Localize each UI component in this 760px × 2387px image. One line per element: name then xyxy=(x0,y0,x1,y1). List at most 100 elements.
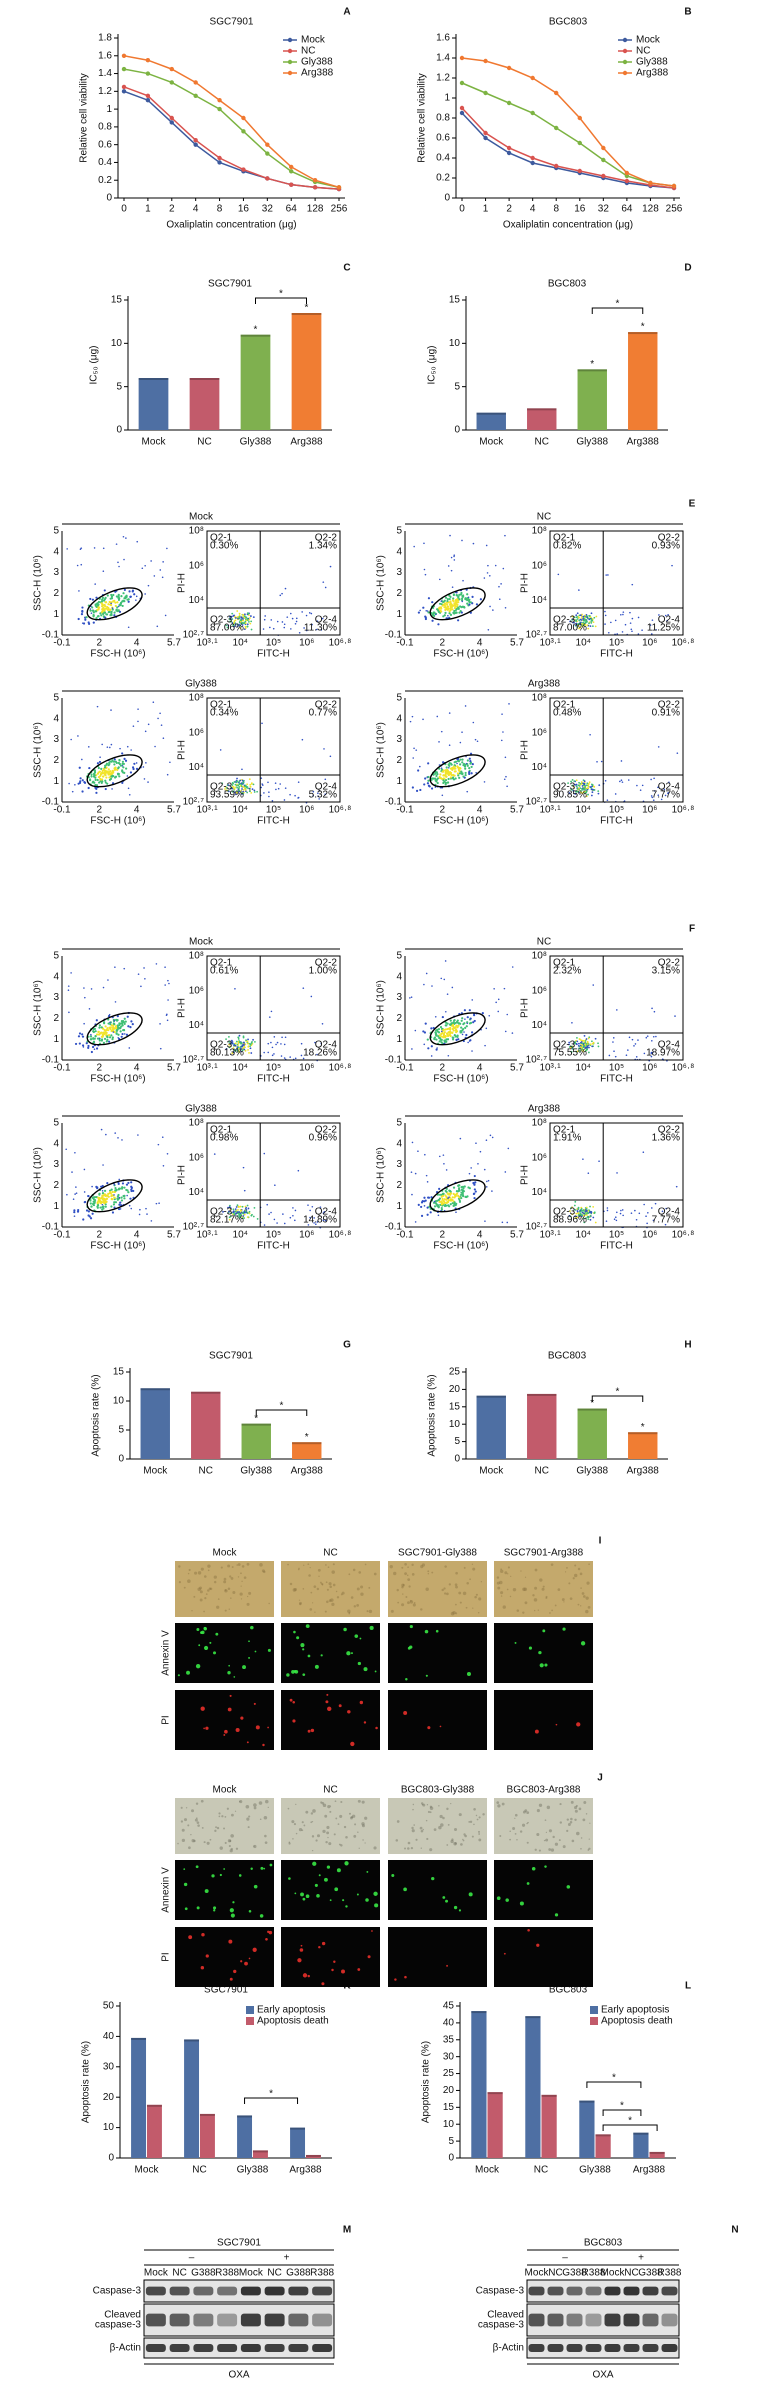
cell xyxy=(360,1701,363,1704)
scatter-dot xyxy=(438,1188,440,1190)
scatter-dot xyxy=(457,1020,459,1022)
scatter-dot xyxy=(109,1014,111,1016)
scatter-dot xyxy=(469,758,471,760)
bar xyxy=(527,1394,556,1459)
scatter-dot xyxy=(126,599,128,601)
quadrant-dot xyxy=(589,734,591,736)
y-tick-label: 10⁸ xyxy=(189,526,204,537)
scatter-dot xyxy=(108,768,110,770)
cell xyxy=(526,1823,527,1824)
cell xyxy=(333,1961,335,1963)
cell xyxy=(459,1909,461,1911)
band xyxy=(146,2344,166,2352)
quadrant-dot xyxy=(249,1213,251,1215)
scatter-dot xyxy=(102,613,104,615)
cell xyxy=(356,1604,359,1607)
x-tick-label: 10⁶ xyxy=(299,638,314,649)
cell xyxy=(311,1729,314,1732)
scatter-dot xyxy=(410,721,412,723)
lane-label: R388 xyxy=(658,2268,682,2279)
scatter-dot xyxy=(456,604,458,606)
cell xyxy=(311,1812,313,1814)
scatter-dot xyxy=(453,594,455,596)
quadrant-dot xyxy=(584,1042,586,1044)
cell xyxy=(504,1953,506,1955)
quadrant-dot xyxy=(592,625,594,627)
cell xyxy=(228,1708,232,1712)
scatter-dot xyxy=(91,1186,93,1188)
point xyxy=(507,66,511,70)
cell xyxy=(225,1610,227,1612)
cell xyxy=(479,1816,481,1818)
scatter-dot xyxy=(123,1187,125,1189)
cell xyxy=(200,1631,203,1634)
x-tick-label: 4 xyxy=(530,204,536,215)
bar-highlight xyxy=(306,2155,321,2157)
point xyxy=(265,176,269,180)
scatter-dot xyxy=(469,1022,471,1024)
lane-label: Mock xyxy=(144,2268,169,2279)
sample-title: Mock xyxy=(189,512,214,523)
scatter-dot xyxy=(97,615,99,617)
cell xyxy=(328,1842,331,1845)
scatter-dot xyxy=(465,598,467,600)
bar-annotation: * xyxy=(254,324,258,335)
x-tick-label: 4 xyxy=(477,805,483,816)
cell xyxy=(545,1839,548,1842)
x-tick-label: 10⁶·⁸ xyxy=(329,805,352,816)
scatter-dot xyxy=(162,1136,164,1138)
x-tick-label: 256 xyxy=(666,204,683,215)
quadrant-dot xyxy=(586,1210,588,1212)
quadrant-dot xyxy=(576,1040,578,1042)
axis-label: FITC-H xyxy=(600,649,633,660)
cell xyxy=(396,1839,399,1842)
quadrant-dot xyxy=(652,619,654,621)
quadrant-dot xyxy=(576,1037,578,1039)
cell xyxy=(455,1583,458,1586)
quadrant-dot xyxy=(587,628,589,630)
quadrant-dot xyxy=(251,629,253,631)
cell xyxy=(339,1844,341,1846)
quadrant-dot xyxy=(643,1151,645,1153)
cell xyxy=(179,1581,181,1583)
scatter-dot xyxy=(465,772,467,774)
scatter-dot xyxy=(447,1197,449,1199)
x-tick-label: 10³·¹ xyxy=(196,1063,218,1074)
quadrant-dot xyxy=(237,1204,239,1206)
cell xyxy=(543,1586,545,1588)
cell xyxy=(440,1726,442,1728)
cell xyxy=(315,1665,319,1669)
cell xyxy=(374,1573,377,1576)
quadrant-dot xyxy=(284,623,286,625)
scatter-dot xyxy=(99,761,101,763)
quadrant-dot xyxy=(582,1043,584,1045)
quadrant-dot xyxy=(294,795,296,797)
cell xyxy=(190,1834,191,1835)
bar-highlight xyxy=(131,2038,146,2040)
cell xyxy=(580,1605,581,1606)
axis-label: FSC-H (10⁶) xyxy=(90,649,145,660)
quadrant-dot xyxy=(630,628,632,630)
point xyxy=(122,85,126,89)
scatter-dot xyxy=(469,760,471,762)
scatter-dot xyxy=(107,1029,109,1031)
scatter-dot xyxy=(105,1025,107,1027)
quadrant-dot xyxy=(234,988,236,990)
quadrant-dot xyxy=(593,785,595,787)
scatter-dot xyxy=(109,614,111,616)
quadrant-dot xyxy=(582,1158,584,1160)
scatter-dot xyxy=(114,1020,116,1022)
lane-label: Mock xyxy=(525,2268,550,2279)
scatter-dot xyxy=(153,701,155,703)
scatter-dot xyxy=(464,1185,466,1187)
cell xyxy=(434,1828,437,1831)
scatter-dot xyxy=(84,1191,86,1193)
x-tick-label: 10⁵ xyxy=(609,1230,624,1241)
cell xyxy=(357,1832,358,1833)
cell xyxy=(474,1596,477,1599)
cell xyxy=(516,1839,518,1841)
scatter-dot xyxy=(435,775,437,777)
cell xyxy=(588,1563,590,1565)
quadrant-dot xyxy=(605,780,607,782)
scatter-dot xyxy=(125,1021,127,1023)
